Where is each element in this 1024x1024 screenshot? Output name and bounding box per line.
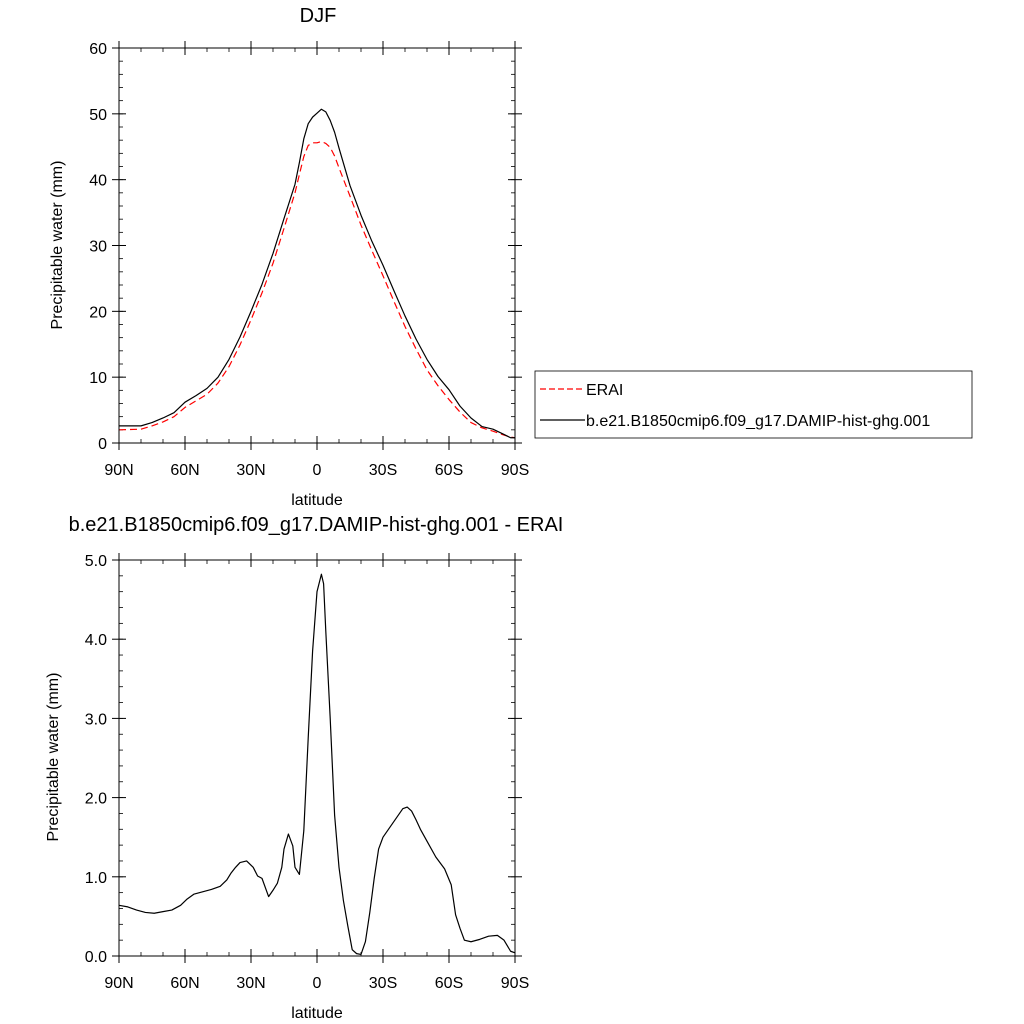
top-x-tick-label: 90N [104,462,133,479]
top-x-tick-label: 30N [236,462,265,479]
top-series-line-1 [119,108,515,439]
bottom-y-ticks: 0.0 1.0 2.0 3.0 4.0 5.0 [85,553,522,966]
bottom-y-tick-label: 2.0 [85,791,107,808]
top-plot-frame [118,47,516,444]
top-y-tick-label: 50 [89,107,107,124]
top-y-tick-label: 10 [89,370,107,387]
bottom-x-tick-label: 60N [170,975,199,992]
legend-label-model: b.e21.B1850cmip6.f09_g17.DAMIP-hist-ghg.… [586,413,930,430]
bottom-panel: b.e21.B1850cmip6.f09_g17.DAMIP-hist-ghg.… [45,514,563,1022]
bottom-x-axis-label: latitude [291,1005,343,1022]
bottom-y-tick-label: 5.0 [85,553,107,570]
legend: ERAI b.e21.B1850cmip6.f09_g17.DAMIP-hist… [534,370,973,439]
top-y-tick-label: 0 [98,436,107,453]
top-x-ticks: 90N 60N 30N 0 30S 60S 90S [104,41,529,479]
top-y-axis-label: Precipitable water (mm) [49,161,66,330]
top-x-tick-label: 30S [369,462,397,479]
top-y-tick-label: 30 [89,239,107,256]
top-series [118,108,516,439]
top-y-tick-label: 20 [89,304,107,321]
bottom-series [118,573,516,956]
top-y-tick-label: 60 [89,41,107,58]
bottom-plot-frame [118,559,516,957]
bottom-y-axis-label: Precipitable water (mm) [45,673,62,842]
top-series-line-0 [118,140,516,439]
bottom-x-tick-label: 0 [313,975,322,992]
legend-box [534,370,973,439]
bottom-y-tick-label: 3.0 [85,711,107,728]
top-x-axis-label: latitude [291,492,343,509]
top-x-tick-label: 0 [313,462,322,479]
bottom-x-tick-label: 30S [369,975,397,992]
top-x-tick-label: 60S [435,462,463,479]
bottom-y-tick-label: 4.0 [85,632,107,649]
bottom-x-ticks: 90N 60N 30N 0 30S 60S 90S [104,553,529,992]
bottom-chart-title: b.e21.B1850cmip6.f09_g17.DAMIP-hist-ghg.… [69,514,564,536]
top-x-tick-label: 90S [501,462,529,479]
top-y-ticks: 0 10 20 30 40 50 60 [89,41,522,453]
top-chart-title: DJF [300,5,337,27]
top-x-tick-label: 60N [170,462,199,479]
bottom-series-line-0 [118,573,516,956]
bottom-x-tick-label: 30N [236,975,265,992]
top-y-tick-label: 40 [89,173,107,190]
legend-label-erai: ERAI [586,382,623,399]
bottom-x-tick-label: 90N [104,975,133,992]
bottom-x-tick-label: 60S [435,975,463,992]
bottom-y-tick-label: 1.0 [85,870,107,887]
bottom-x-tick-label: 90S [501,975,529,992]
bottom-y-tick-label: 0.0 [85,949,107,966]
top-panel: DJF 0 10 20 30 40 50 60 90N 60N 30N 0 30S 60S 90S la… [49,5,529,509]
